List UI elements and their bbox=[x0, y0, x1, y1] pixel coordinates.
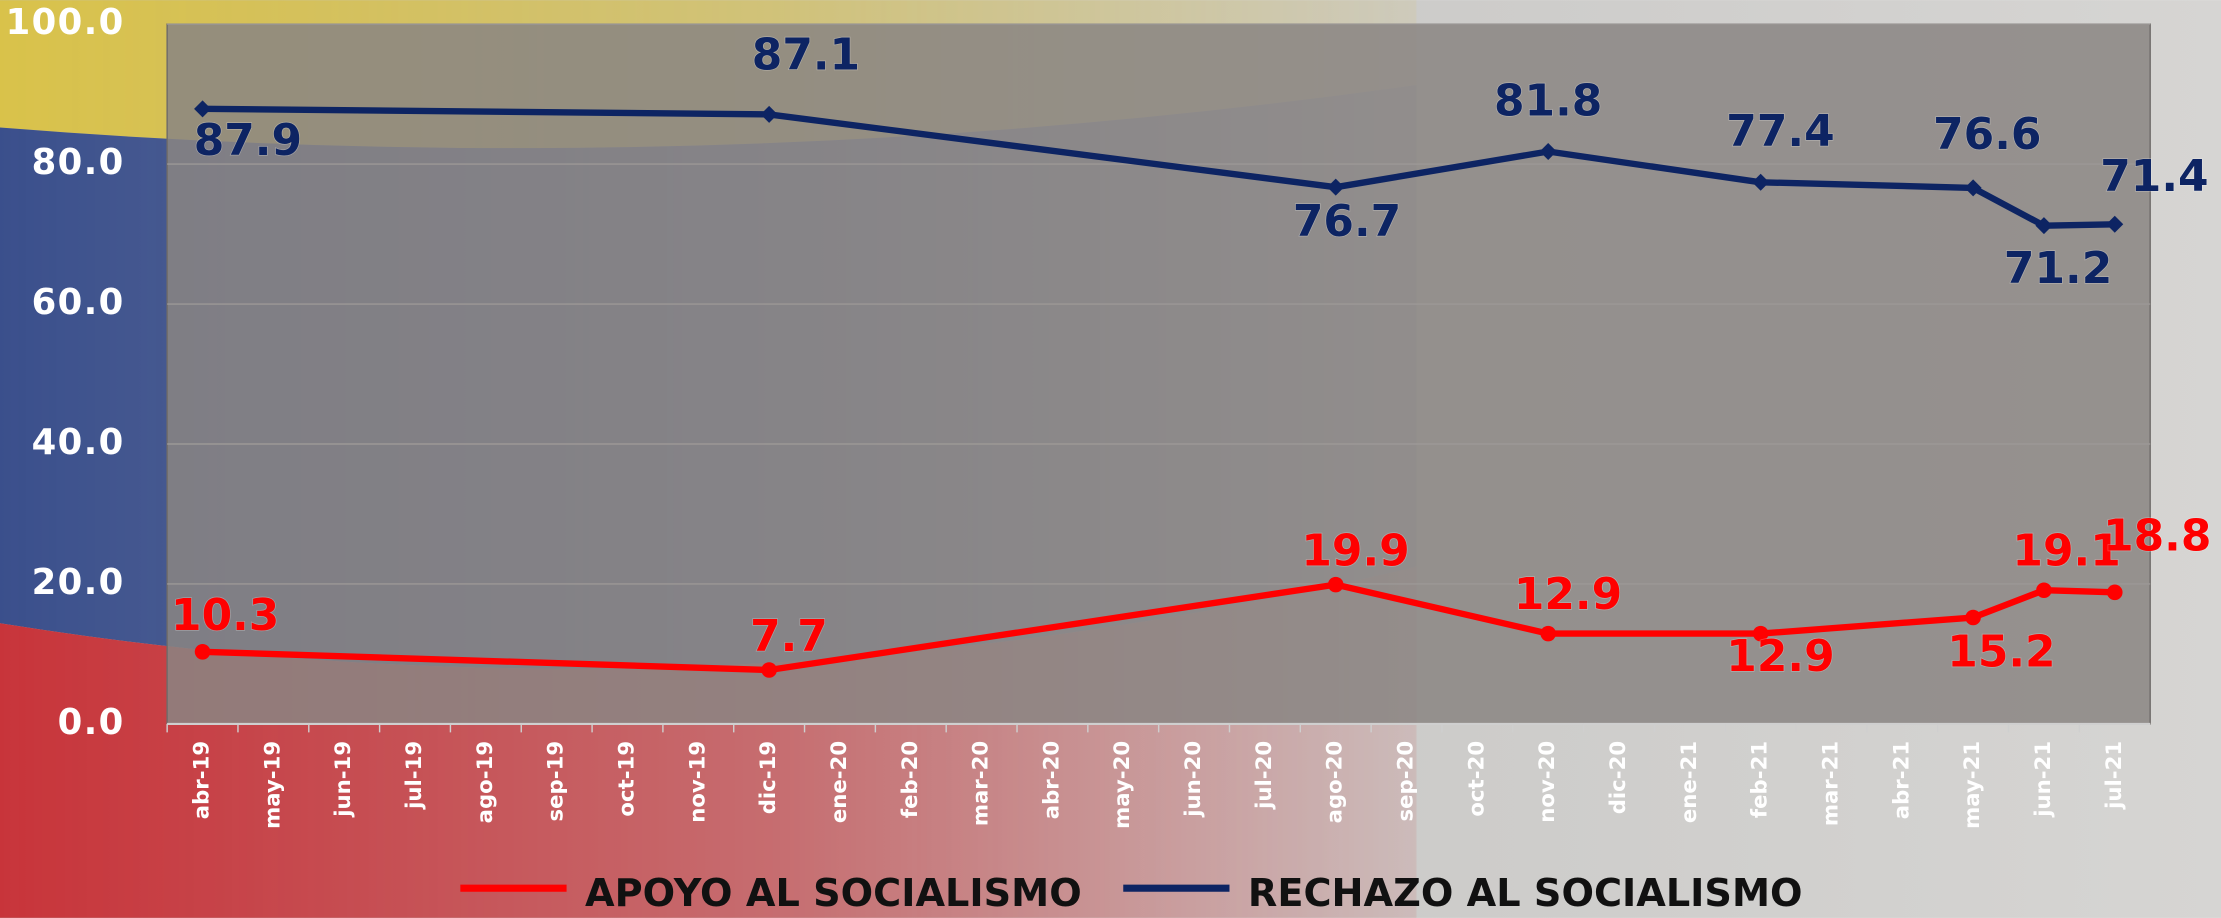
x-tick-label: ago-20 bbox=[1323, 741, 1348, 823]
data-label: 18.8 bbox=[2103, 511, 2211, 562]
point bbox=[1964, 179, 1982, 197]
x-tick-label: dic-20 bbox=[1606, 741, 1631, 814]
x-tick-label: may-20 bbox=[1110, 741, 1135, 829]
y-tick-label: 20.0 bbox=[32, 562, 125, 603]
data-label: 15.2 bbox=[1947, 626, 2055, 677]
x-tick-label: ene-20 bbox=[827, 741, 852, 823]
point bbox=[761, 662, 777, 678]
point bbox=[2035, 217, 2053, 235]
point bbox=[2036, 582, 2052, 599]
point bbox=[760, 105, 778, 123]
x-tick-label: abr-19 bbox=[190, 741, 215, 819]
point bbox=[2106, 584, 2123, 601]
data-label: 81.8 bbox=[1494, 75, 1602, 126]
plot-area bbox=[166, 23, 2151, 725]
y-tick-label: 80.0 bbox=[32, 142, 125, 183]
x-tick-label: nov-20 bbox=[1535, 741, 1560, 823]
x-tick-label: jun-19 bbox=[331, 741, 356, 818]
x-tick-label: mar-20 bbox=[969, 741, 994, 826]
x-tick-label: ene-21 bbox=[1677, 741, 1702, 823]
x-tick-label: mar-21 bbox=[1818, 741, 1843, 826]
data-label: 87.9 bbox=[194, 115, 302, 166]
y-tick-label: 40.0 bbox=[32, 422, 125, 463]
x-tick-label: oct-19 bbox=[614, 741, 639, 817]
point bbox=[194, 644, 211, 660]
y-tick-label: 0.0 bbox=[58, 702, 125, 743]
x-tick-label: feb-20 bbox=[898, 741, 923, 818]
point bbox=[1327, 576, 1344, 593]
legend-label: RECHAZO AL SOCIALISMO bbox=[1248, 872, 1803, 916]
x-tick-label: abr-20 bbox=[1039, 741, 1064, 819]
x-tick-label: jul-20 bbox=[1252, 741, 1277, 810]
x-tick-label: may-21 bbox=[1960, 741, 1985, 829]
x-tick-label: jul-19 bbox=[402, 741, 427, 810]
point bbox=[2106, 215, 2124, 233]
plot: 0.0 20.0 40.0 60.0 80.0 100.0 abr-19 may-19 jun-… bbox=[6, 2, 2213, 916]
point bbox=[1752, 625, 1769, 642]
data-label: 12.9 bbox=[1726, 631, 1834, 682]
point bbox=[1327, 178, 1345, 196]
x-tick-label: jul-21 bbox=[2102, 741, 2127, 810]
x-tick-label: may-19 bbox=[260, 741, 285, 829]
y-tick-label: 100.0 bbox=[6, 2, 125, 43]
point bbox=[1965, 609, 1981, 626]
data-label: 71.2 bbox=[2004, 243, 2112, 294]
point bbox=[1540, 625, 1556, 642]
data-label: 76.6 bbox=[1933, 109, 2041, 160]
x-tick-label: jun-20 bbox=[1181, 741, 1206, 818]
x-tick-label: ago-19 bbox=[473, 741, 498, 823]
x-tick-label: abr-21 bbox=[1889, 741, 1914, 819]
legend-label: APOYO AL SOCIALISMO bbox=[585, 872, 1082, 916]
x-tick-label: sep-20 bbox=[1394, 741, 1419, 822]
data-label: 77.4 bbox=[1726, 106, 1834, 157]
point bbox=[1752, 173, 1770, 191]
x-tick-label: jun-21 bbox=[2031, 741, 2056, 818]
data-label: 19.1 bbox=[2012, 525, 2120, 576]
x-tick-label: dic-19 bbox=[756, 741, 781, 814]
data-label: 7.7 bbox=[750, 611, 828, 662]
series-line bbox=[202, 581, 2115, 674]
point bbox=[1539, 143, 1557, 160]
x-tick-label: oct-20 bbox=[1464, 741, 1489, 817]
data-label: 71.4 bbox=[2100, 151, 2208, 202]
y-tick-label: 60.0 bbox=[32, 282, 125, 323]
data-label: 12.9 bbox=[1514, 569, 1622, 620]
data-label: 87.1 bbox=[752, 30, 860, 81]
x-tick-label: feb-21 bbox=[1748, 741, 1773, 818]
data-label: 10.3 bbox=[171, 590, 279, 641]
x-tick-label: sep-19 bbox=[544, 741, 569, 822]
data-label: 76.7 bbox=[1293, 196, 1401, 247]
x-tick-label: nov-19 bbox=[685, 741, 710, 823]
data-label: 19.9 bbox=[1301, 525, 1409, 576]
series-line bbox=[202, 105, 2115, 229]
